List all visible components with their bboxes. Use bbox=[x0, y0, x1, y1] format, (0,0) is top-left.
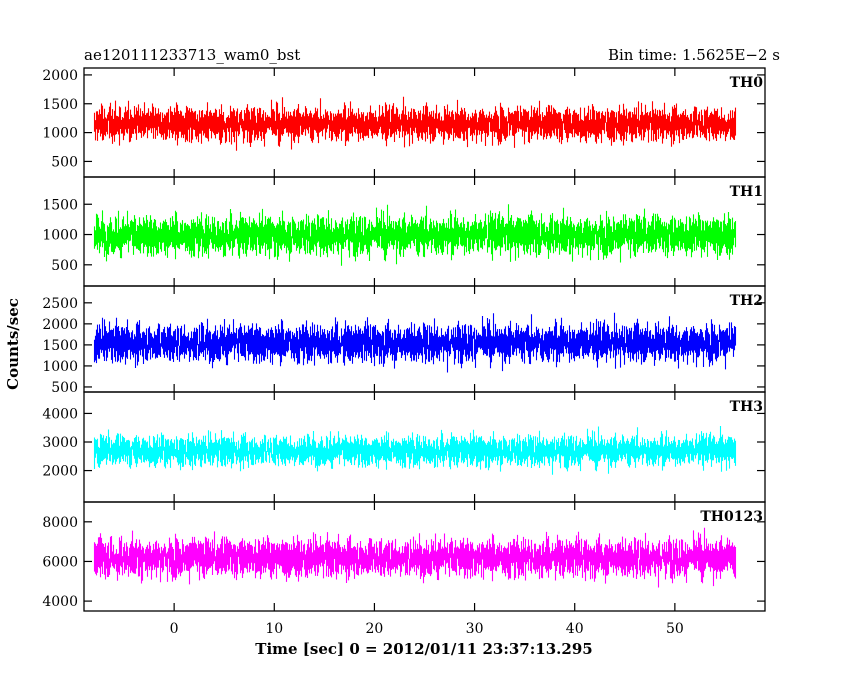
y-tick-label: 2000 bbox=[42, 68, 78, 84]
panels-group: 500 1000 1500 2000 TH0 500 1000 1500 TH1 500 1000 1… bbox=[42, 67, 766, 612]
y-tick-label: 4000 bbox=[42, 594, 78, 610]
y-tick-label: 1500 bbox=[42, 97, 78, 113]
x-tick-label: 40 bbox=[566, 621, 584, 637]
x-tick-label: 20 bbox=[366, 621, 384, 637]
y-tick-label: 1000 bbox=[42, 359, 78, 375]
y-tick-label: 1000 bbox=[42, 126, 78, 142]
x-tick-label: 0 bbox=[170, 621, 179, 637]
y-tick-label: 4000 bbox=[42, 406, 78, 422]
panel-frame bbox=[83, 501, 766, 612]
y-tick-label: 500 bbox=[51, 154, 78, 170]
y-tick-label: 1500 bbox=[42, 338, 78, 354]
y-tick-label: 2500 bbox=[42, 296, 78, 312]
y-tick-label: 6000 bbox=[42, 554, 78, 570]
y-tick-label: 1000 bbox=[42, 228, 78, 244]
chart-title: ae120111233713_wam0_bst bbox=[84, 46, 300, 64]
y-tick-label: 1500 bbox=[42, 197, 78, 213]
x-tick-label: 10 bbox=[265, 621, 283, 637]
y-tick-label: 500 bbox=[51, 258, 78, 274]
panel-label-th0123: TH0123 bbox=[700, 509, 763, 525]
bin-time-label: Bin time: 1.5625E−2 s bbox=[608, 46, 780, 64]
panel-th0: 500 1000 1500 2000 TH0 bbox=[42, 67, 766, 178]
series-trace-th0123 bbox=[93, 527, 737, 588]
series-trace-th0 bbox=[93, 96, 737, 151]
y-tick-label: 500 bbox=[51, 380, 78, 396]
y-tick-label: 2000 bbox=[42, 464, 78, 480]
panel-th3: 2000 3000 4000 TH3 bbox=[42, 391, 766, 503]
y-tick-label: 2000 bbox=[42, 317, 78, 333]
panel-th0123: 4000 6000 8000 TH0123 bbox=[42, 501, 766, 612]
x-tick-label: 50 bbox=[666, 621, 684, 637]
panel-th2: 500 1000 1500 2000 2500 TH2 bbox=[42, 285, 766, 396]
y-tick-label: 3000 bbox=[42, 435, 78, 451]
x-axis: 0 10 20 30 40 50 bbox=[170, 621, 684, 637]
panel-th1: 500 1000 1500 TH1 bbox=[42, 176, 766, 287]
series-trace-th2 bbox=[93, 312, 737, 373]
panel-label-th3: TH3 bbox=[730, 399, 763, 415]
x-axis-label: Time [sec] 0 = 2012/01/11 23:37:13.295 bbox=[255, 640, 592, 658]
x-tick-label: 30 bbox=[466, 621, 484, 637]
panel-label-th1: TH1 bbox=[730, 184, 763, 200]
panel-label-th2: TH2 bbox=[730, 293, 763, 309]
series-trace-th1 bbox=[93, 204, 737, 266]
y-tick-label: 8000 bbox=[42, 515, 78, 531]
y-axis-label: Counts/sec bbox=[4, 298, 22, 390]
series-trace-th3 bbox=[93, 426, 737, 475]
panel-label-th0: TH0 bbox=[730, 75, 764, 91]
